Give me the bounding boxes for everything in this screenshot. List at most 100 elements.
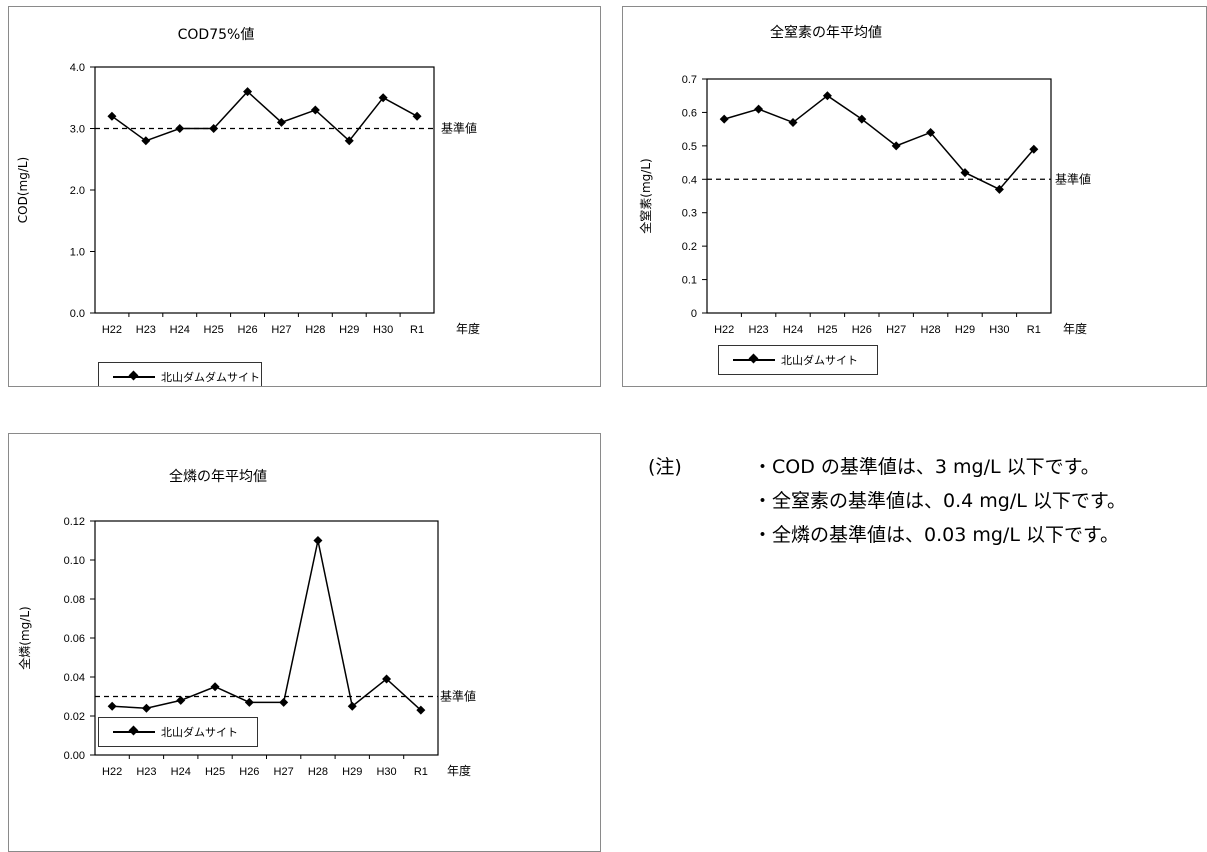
cod-data-point [412,111,422,121]
cod-data-point [310,105,320,115]
notes-marker: (注) [648,456,682,478]
tp-x-tick-label: H25 [205,766,225,778]
tn-x-tick-label: H26 [852,324,872,336]
tn-y-tick-label: 0.7 [682,74,697,86]
tp-data-point [176,695,186,705]
legend-marker-icon [733,359,775,361]
tp-data-point [416,705,426,715]
tn-y-tick-label: 0.6 [682,107,697,119]
tp-x-tick-label: H26 [239,766,259,778]
cod-plot-area [94,66,435,314]
cod-data-point [141,136,151,146]
legend-marker-icon [113,376,155,378]
cod-data-point [276,117,286,127]
tp-y-tick-label: 0.00 [64,750,85,762]
cod-x-tick-label: H22 [102,324,122,336]
tn-x-tick-label: H30 [989,324,1009,336]
tn-data-point [822,91,832,101]
tn-x-tick-label: H23 [749,324,769,336]
tp-x-tick-label: H28 [308,766,328,778]
note-item-cod: ・COD の基準値は、3 mg/L 以下です。 [753,456,1100,478]
tn-x-tick-label: H28 [921,324,941,336]
tn-data-point [960,168,970,178]
cod-y-tick-label: 1.0 [70,247,85,259]
cod-y-axis-label: COD(mg/L) [16,157,30,223]
tn-x-tick-label: H29 [955,324,975,336]
cod-data-point [243,87,253,97]
tn-y-tick-label: 0 [691,308,697,320]
cod-x-tick-label: H29 [339,324,359,336]
tp-reference-label: 基準値 [440,689,476,704]
note-item-tn: ・全窒素の基準値は、0.4 mg/L 以下です。 [753,490,1126,512]
notes-list: ・COD の基準値は、3 mg/L 以下です。 ・全窒素の基準値は、0.4 mg… [753,450,1126,552]
tp-x-tick-label: H29 [342,766,362,778]
tn-y-tick-label: 0.1 [682,275,697,287]
tp-y-tick-label: 0.06 [64,633,85,645]
tp-chart-title: 全燐の年平均値 [169,468,267,485]
tn-x-axis-label: 年度 [1063,321,1087,336]
cod-data-point [378,93,388,103]
tp-chart-panel: 全燐の年平均値 全燐(mg/L) 0.00 0.02 0.04 0.06 0.08 0.10 0… [8,433,601,852]
cod-y-tick-label: 0.0 [70,308,85,320]
tn-chart-title: 全窒素の年平均値 [770,24,882,41]
cod-x-tick-label: H24 [170,324,190,336]
tn-legend-label: 北山ダムサイト [781,354,858,367]
cod-data-point [344,136,354,146]
tn-x-tick-label: H27 [886,324,906,336]
cod-data-point [175,124,185,133]
tp-y-tick-label: 0.08 [64,594,85,606]
cod-reference-label: 基準値 [441,121,477,136]
cod-x-tick-label: H28 [305,324,325,336]
tn-y-axis-label: 全窒素(mg/L) [638,158,653,233]
tn-x-tick-label: R1 [1027,324,1041,336]
cod-chart-title: COD75%値 [178,27,255,43]
tp-data-point [279,697,289,707]
cod-x-tick-label: H27 [271,324,291,336]
tp-legend-label: 北山ダムサイト [161,726,238,739]
tn-y-tick-label: 0.5 [682,141,697,153]
tn-data-point [1029,144,1039,154]
tp-x-tick-label: H27 [274,766,294,778]
tp-legend: 北山ダムサイト [98,717,258,747]
cod-x-tick-label: H30 [373,324,393,336]
legend-marker-icon [113,731,155,733]
tn-data-point [857,114,867,124]
tp-y-tick-label: 0.02 [64,711,85,723]
tn-y-tick-label: 0.2 [682,241,697,253]
cod-legend: 北山ダムダムサイト [98,362,262,386]
tp-x-tick-label: H22 [102,766,122,778]
tp-x-tick-label: H24 [171,766,191,778]
cod-data-point [107,111,117,121]
tn-data-point [754,104,764,114]
tn-reference-label: 基準値 [1055,171,1091,186]
tn-y-tick-label: 0.4 [682,174,697,186]
cod-x-tick-label: R1 [410,324,424,336]
tn-data-point [788,117,798,127]
tn-y-tick-label: 0.3 [682,208,697,220]
cod-x-tick-label: H23 [136,324,156,336]
tp-data-point [141,703,151,713]
cod-legend-label: 北山ダムダムサイト [161,371,260,384]
tp-x-axis-label: 年度 [447,763,471,778]
cod-x-tick-label: H26 [237,324,257,336]
cod-y-tick-label: 2.0 [70,185,85,197]
tn-x-tick-label: H22 [714,324,734,336]
tn-x-tick-label: H25 [817,324,837,336]
tp-y-tick-label: 0.04 [64,672,85,684]
tp-x-tick-label: H23 [136,766,156,778]
tp-data-point [313,536,323,545]
cod-chart-panel: COD75%値 COD(mg/L) 0.0 1.0 2.0 3.0 4.0 H22 H23 H24… [8,6,601,387]
tn-series-line [723,94,1035,191]
cod-series-line [111,90,418,142]
cod-chart: COD75%値 COD(mg/L) 0.0 1.0 2.0 3.0 4.0 H22 H23 H24… [16,27,480,336]
tn-chart-panel: 全窒素の年平均値全窒素(mg/L) 0 0.1 0.2 0.3 0.4 0.5 0.6 0.7 H… [622,6,1207,387]
tn-data-point [926,127,936,137]
tp-y-tick-label: 0.12 [64,516,85,528]
tn-data-point [891,141,901,151]
cod-y-tick-label: 4.0 [70,62,85,74]
note-item-tp: ・全燐の基準値は、0.03 mg/L 以下です。 [753,524,1120,546]
tp-data-point [382,674,392,684]
tp-series-line [112,540,422,711]
tn-data-point [719,114,729,124]
